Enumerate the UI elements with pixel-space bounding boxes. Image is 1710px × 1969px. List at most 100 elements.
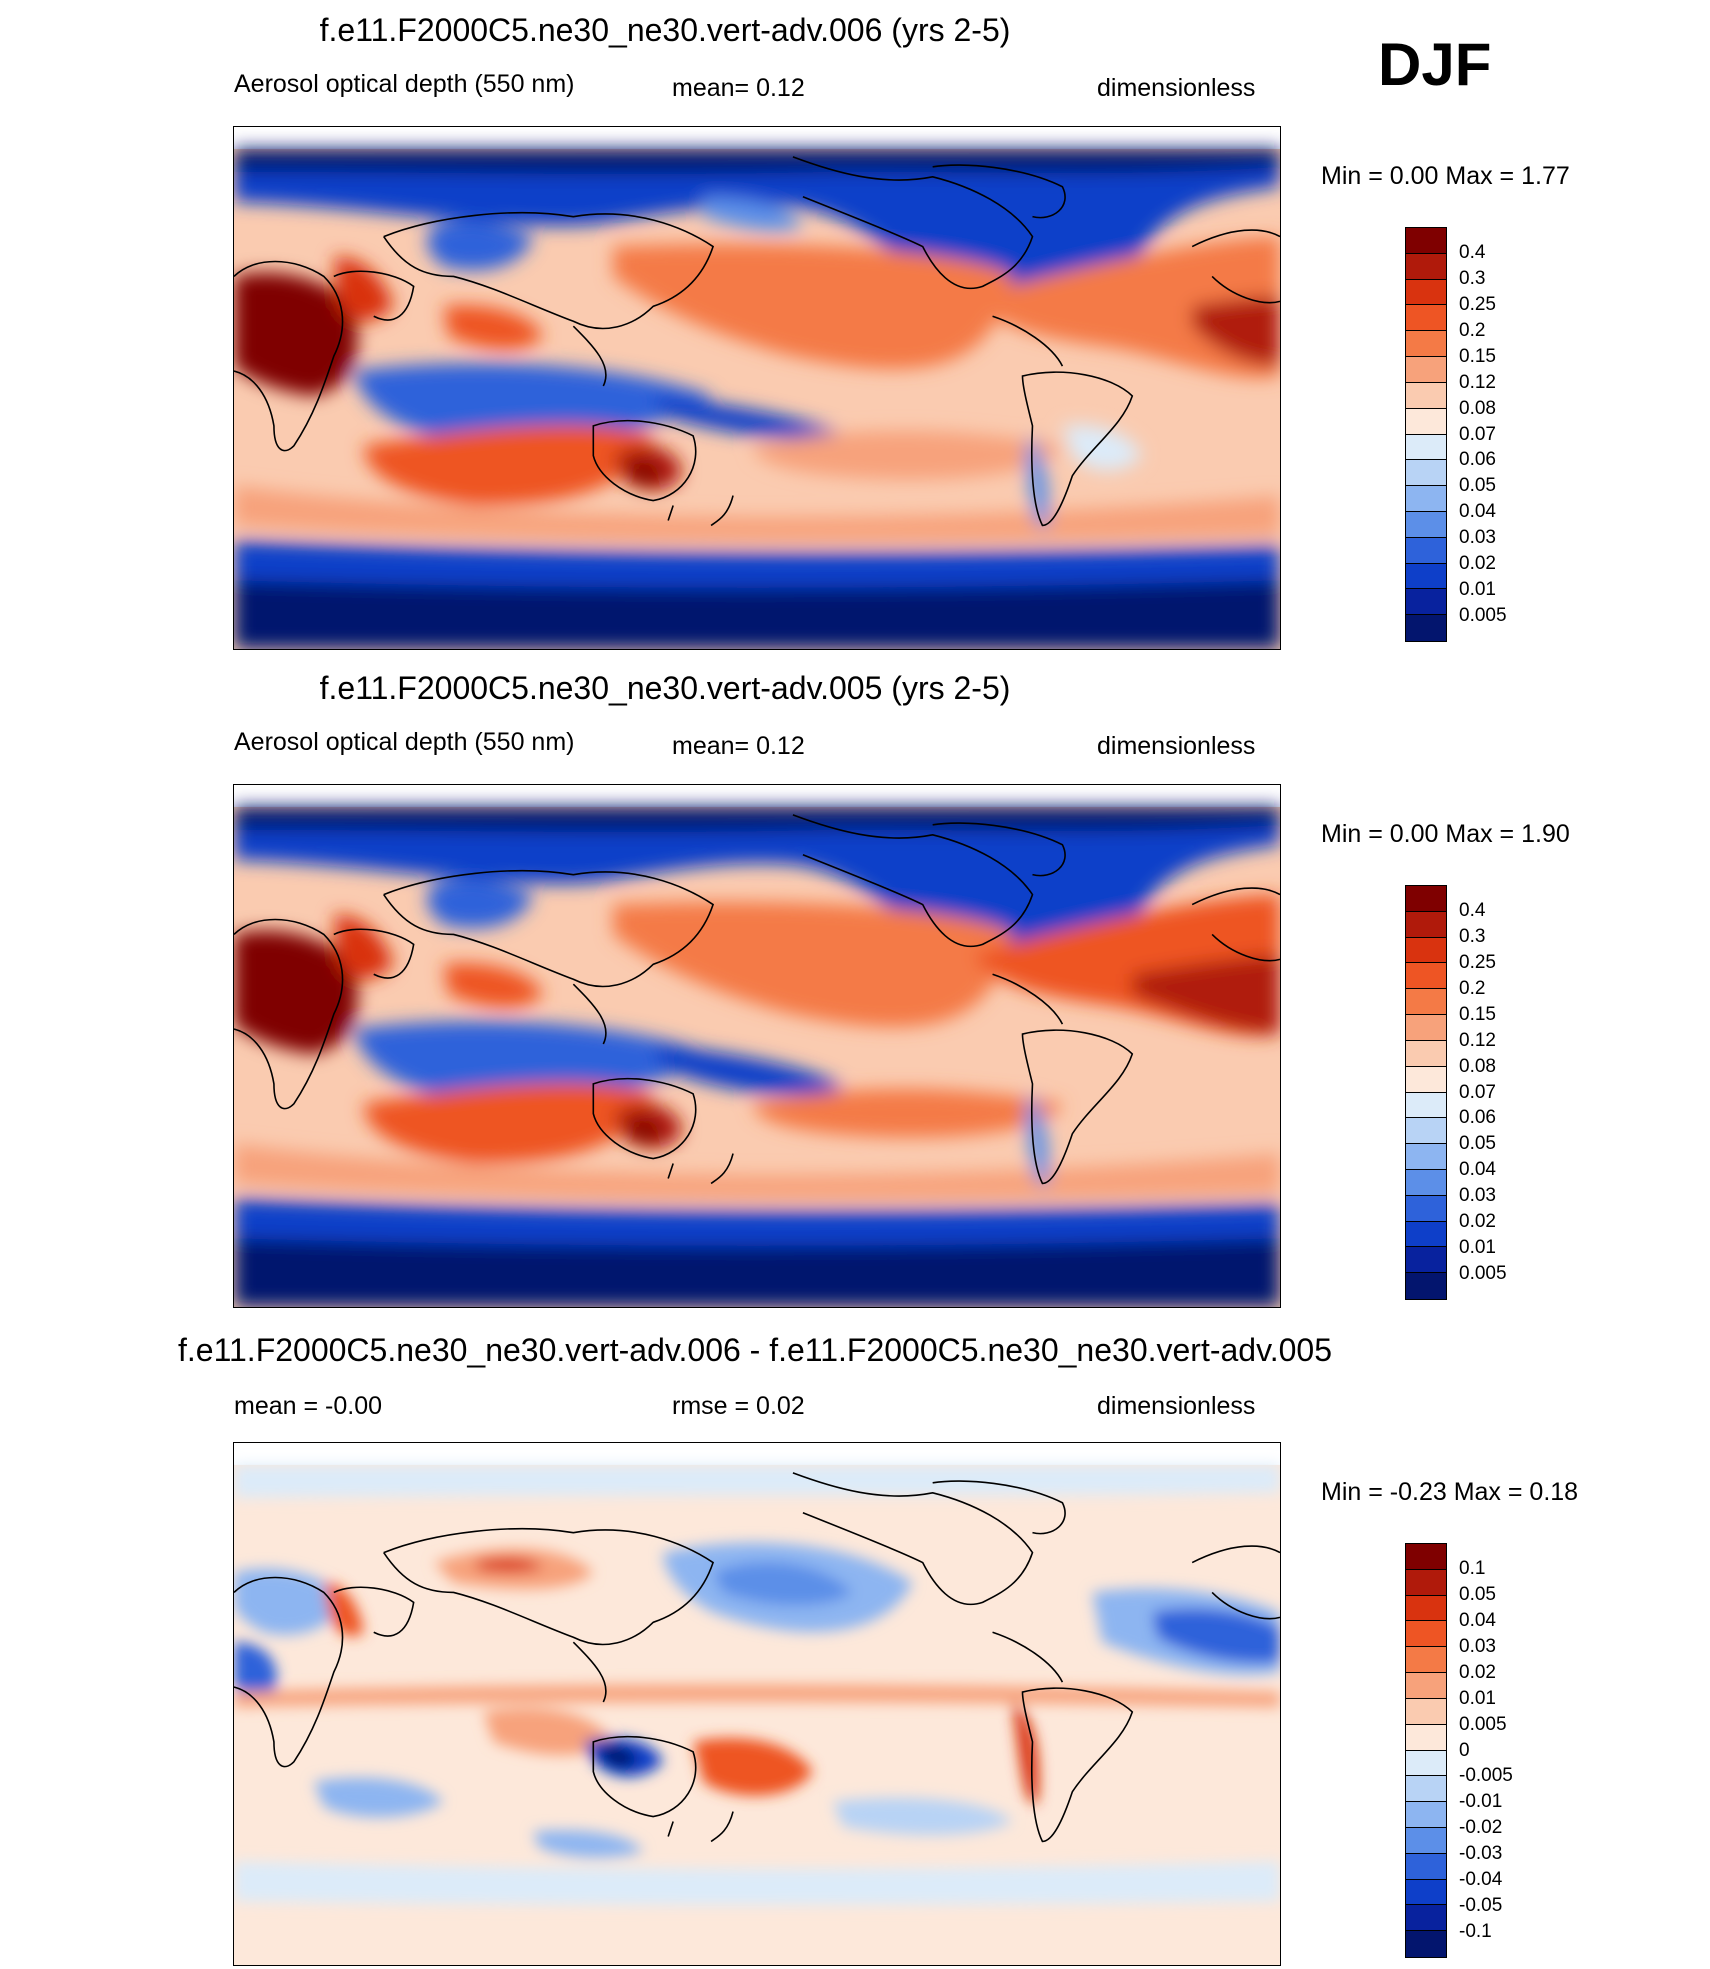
colorbar-swatch	[1406, 1118, 1446, 1145]
colorbar-swatch	[1406, 1066, 1446, 1093]
colorbar-label: 0.05	[1459, 1583, 1496, 1605]
panel-2-variable-label: Aerosol optical depth (550 nm)	[234, 728, 575, 756]
colorbar-label: 0.01	[1459, 1687, 1496, 1709]
colorbar-swatch	[1406, 228, 1446, 254]
colorbar-swatch	[1406, 1144, 1446, 1170]
colorbar-label: 0.15	[1459, 1003, 1496, 1025]
colorbar-swatch	[1406, 1092, 1446, 1119]
panel-2-minmax: Min = 0.00 Max = 1.90	[1321, 820, 1570, 848]
colorbar-swatch	[1406, 486, 1446, 512]
colorbar-swatch	[1406, 1595, 1446, 1622]
colorbar-label: 0.02	[1459, 1211, 1496, 1233]
colorbar-swatch	[1406, 279, 1446, 306]
panel-2-title: f.e11.F2000C5.ne30_ne30.vert-adv.005 (yr…	[319, 670, 1011, 706]
colorbar-label: 0.12	[1459, 1029, 1496, 1051]
panel-2-colorbar	[1405, 885, 1447, 1300]
colorbar-swatch	[1406, 511, 1446, 538]
colorbar-swatch	[1406, 1647, 1446, 1674]
panel-1-minmax: Min = 0.00 Max = 1.77	[1321, 162, 1570, 190]
colorbar-swatch	[1406, 331, 1446, 358]
colorbar-swatch	[1406, 1221, 1446, 1248]
panel-3-units-label: dimensionless	[1097, 1392, 1256, 1420]
panel-1-title: f.e11.F2000C5.ne30_ne30.vert-adv.006 (yr…	[319, 12, 1011, 48]
colorbar-swatch	[1406, 1698, 1446, 1725]
panel-3-colorbar	[1405, 1543, 1447, 1958]
colorbar-label: 0.02	[1459, 1661, 1496, 1683]
season-label: DJF	[1378, 31, 1492, 98]
colorbar-swatch	[1406, 1040, 1446, 1067]
colorbar-swatch	[1406, 589, 1446, 616]
colorbar-label: 0.3	[1459, 267, 1486, 289]
colorbar-swatch	[1406, 937, 1446, 964]
panel-2-units-label: dimensionless	[1097, 732, 1256, 760]
colorbar-label: 0.06	[1459, 449, 1496, 471]
panel-1-map	[233, 126, 1281, 650]
colorbar-swatch	[1406, 537, 1446, 564]
colorbar-label: -0.005	[1459, 1765, 1513, 1787]
panel-2-mean-label: mean= 0.12	[672, 732, 805, 760]
colorbar-swatch	[1406, 1195, 1446, 1222]
colorbar-label: 0.04	[1459, 1159, 1496, 1181]
colorbar-swatch	[1406, 1931, 1446, 1957]
colorbar-swatch	[1406, 1247, 1446, 1274]
colorbar-label: 0.01	[1459, 1237, 1496, 1259]
colorbar-swatch	[1406, 382, 1446, 409]
panel-3-rmse-label: rmse = 0.02	[672, 1392, 805, 1420]
colorbar-label: 0.25	[1459, 951, 1496, 973]
colorbar-label: 0.15	[1459, 345, 1496, 367]
colorbar-label: 0.07	[1459, 1081, 1496, 1103]
colorbar-swatch	[1406, 408, 1446, 435]
colorbar-label: 0.12	[1459, 371, 1496, 393]
colorbar-label: 0.2	[1459, 977, 1486, 999]
colorbar-swatch	[1406, 305, 1446, 332]
colorbar-swatch	[1406, 1673, 1446, 1699]
colorbar-label: 0.005	[1459, 1263, 1507, 1285]
colorbar-swatch	[1406, 563, 1446, 590]
colorbar-swatch	[1406, 357, 1446, 383]
colorbar-label: 0.01	[1459, 579, 1496, 601]
colorbar-swatch	[1406, 1273, 1446, 1299]
colorbar-label: 0.02	[1459, 553, 1496, 575]
colorbar-label: 0.4	[1459, 899, 1486, 921]
colorbar-swatch	[1406, 253, 1446, 280]
colorbar-label: 0.1	[1459, 1557, 1486, 1579]
colorbar-label: 0.07	[1459, 423, 1496, 445]
colorbar-label: 0.06	[1459, 1107, 1496, 1129]
colorbar-swatch	[1406, 1853, 1446, 1880]
colorbar-swatch	[1406, 1879, 1446, 1906]
colorbar-swatch	[1406, 1569, 1446, 1596]
colorbar-swatch	[1406, 1169, 1446, 1196]
colorbar-label: 0.4	[1459, 241, 1486, 263]
colorbar-label: -0.1	[1459, 1921, 1492, 1943]
colorbar-swatch	[1406, 434, 1446, 461]
colorbar-label: 0	[1459, 1739, 1470, 1761]
colorbar-swatch	[1406, 989, 1446, 1016]
colorbar-swatch	[1406, 911, 1446, 938]
panel-3-mean-label: mean = -0.00	[234, 1392, 383, 1420]
panel-2-map-canvas	[234, 785, 1280, 1307]
panel-3-title: f.e11.F2000C5.ne30_ne30.vert-adv.006 - f…	[178, 1332, 1332, 1368]
colorbar-swatch	[1406, 1015, 1446, 1041]
panel-1-map-canvas	[234, 127, 1280, 649]
colorbar-swatch	[1406, 886, 1446, 912]
panel-3-minmax: Min = -0.23 Max = 0.18	[1321, 1478, 1579, 1506]
panel-1-mean-label: mean= 0.12	[672, 74, 805, 102]
panel-2-map	[233, 784, 1281, 1308]
colorbar-label: 0.005	[1459, 1713, 1507, 1735]
colorbar-label: 0.05	[1459, 1133, 1496, 1155]
colorbar-label: -0.02	[1459, 1817, 1503, 1839]
panel-1-units-label: dimensionless	[1097, 74, 1256, 102]
colorbar-label: -0.05	[1459, 1895, 1503, 1917]
colorbar-swatch	[1406, 1724, 1446, 1751]
colorbar-swatch	[1406, 1827, 1446, 1854]
colorbar-label: 0.2	[1459, 319, 1486, 341]
colorbar-label: 0.03	[1459, 1635, 1496, 1657]
colorbar-label: -0.04	[1459, 1869, 1503, 1891]
colorbar-label: 0.005	[1459, 605, 1507, 627]
panel-1-colorbar	[1405, 227, 1447, 642]
panel-1-variable-label: Aerosol optical depth (550 nm)	[234, 70, 575, 98]
colorbar-swatch	[1406, 1621, 1446, 1648]
colorbar-label: 0.04	[1459, 1609, 1496, 1631]
colorbar-label: 0.08	[1459, 397, 1496, 419]
colorbar-swatch	[1406, 1544, 1446, 1570]
